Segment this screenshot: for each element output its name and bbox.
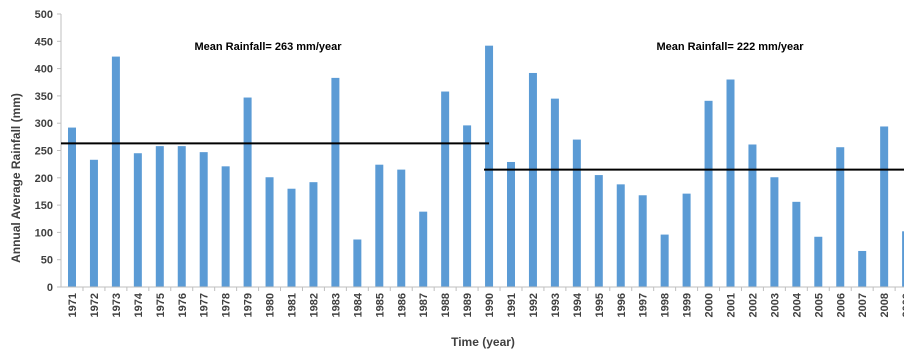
- x-tick-label: 2009: [901, 293, 904, 317]
- x-tick-label: 1973: [111, 293, 123, 317]
- mean-annotation-1: Mean Rainfall= 263 mm/year: [194, 41, 342, 53]
- bar-1981: [287, 188, 296, 287]
- bar-series: [68, 45, 904, 288]
- x-tick-label: 1991: [506, 293, 518, 317]
- bar-1973: [111, 56, 120, 288]
- y-tick-label: 450: [35, 36, 53, 48]
- x-tick-label: 1979: [243, 293, 255, 317]
- x-tick-label: 1987: [418, 293, 430, 317]
- x-axis-ticks: 1971 1972 1973 1974 1975 1976 1977 1978 1979 1980…: [67, 287, 904, 317]
- x-tick-label: 2006: [835, 293, 847, 317]
- bar-2008: [880, 126, 889, 287]
- x-tick-label: 1984: [352, 292, 364, 317]
- y-tick-label: 350: [35, 91, 53, 103]
- x-tick-label: 2001: [726, 293, 738, 317]
- bar-1978: [221, 166, 230, 287]
- x-tick-label: 1994: [572, 292, 584, 317]
- bar-2006: [836, 147, 845, 287]
- bar-2007: [858, 250, 867, 287]
- y-tick-label: 250: [35, 146, 53, 158]
- bar-1980: [265, 177, 274, 287]
- bar-2004: [792, 201, 801, 287]
- bar-1988: [441, 91, 450, 287]
- y-tick-label: 300: [35, 118, 53, 130]
- x-tick-label: 1996: [616, 293, 628, 317]
- x-tick-label: 1975: [155, 293, 167, 317]
- mean-lines: Mean Rainfall= 263 mm/year Mean Rainfall=…: [61, 41, 904, 171]
- x-tick-label: 1995: [594, 293, 606, 317]
- bar-1986: [397, 169, 406, 287]
- bar-1972: [89, 159, 98, 287]
- x-tick-label: 2000: [704, 293, 716, 317]
- bar-2003: [770, 177, 779, 287]
- bar-1987: [419, 211, 428, 287]
- x-tick-label: 1971: [67, 293, 79, 317]
- bar-1995: [594, 175, 603, 287]
- bar-1979: [243, 97, 252, 288]
- x-tick-label: 2003: [769, 293, 781, 317]
- y-tick-label: 0: [47, 282, 53, 294]
- bar-1994: [572, 139, 581, 287]
- x-tick-label: 1990: [484, 293, 496, 317]
- y-tick-label: 200: [35, 173, 53, 185]
- x-tick-label: 1981: [287, 293, 299, 317]
- x-tick-label: 1977: [199, 293, 211, 317]
- y-tick-label: 100: [35, 227, 53, 239]
- bar-2002: [748, 144, 757, 287]
- x-tick-label: 1997: [638, 293, 650, 317]
- mean-annotation-2: Mean Rainfall= 222 mm/year: [656, 41, 804, 53]
- bar-1971: [68, 127, 76, 288]
- bar-1992: [528, 72, 537, 287]
- x-tick-label: 1974: [133, 292, 145, 317]
- bar-1989: [463, 125, 472, 287]
- x-tick-label: 1983: [330, 293, 342, 317]
- bar-2001: [726, 79, 735, 288]
- x-tick-label: 1999: [682, 293, 694, 317]
- bar-1976: [177, 146, 186, 287]
- x-tick-label: 1998: [660, 293, 672, 317]
- x-tick-label: 1986: [396, 293, 408, 317]
- bar-1983: [331, 77, 340, 287]
- x-tick-label: 1982: [308, 293, 320, 317]
- bar-1975: [155, 146, 164, 287]
- x-tick-label: 1978: [221, 293, 233, 317]
- bar-1974: [133, 153, 142, 287]
- bar-1990: [485, 45, 494, 287]
- bar-2009: [902, 231, 904, 287]
- x-tick-label: 1972: [89, 293, 101, 317]
- x-tick-label: 2005: [813, 293, 825, 317]
- x-tick-label: 2004: [791, 292, 803, 317]
- y-axis-ticks: 0 50 100 150 200 250 300 350 400 450 500: [35, 9, 61, 294]
- y-tick-label: 150: [35, 200, 53, 212]
- x-tick-label: 2008: [879, 293, 891, 317]
- x-tick-label: 1988: [440, 293, 452, 317]
- y-tick-label: 500: [35, 9, 53, 21]
- y-tick-label: 50: [41, 255, 53, 267]
- bar-1977: [199, 152, 208, 287]
- x-axis-title: Time (year): [451, 335, 515, 349]
- bar-1991: [507, 161, 515, 287]
- bar-2000: [704, 100, 713, 288]
- y-axis-title: Annual Average Rainfall (mm): [9, 93, 23, 263]
- x-tick-label: 1980: [265, 293, 277, 317]
- bar-1997: [638, 195, 647, 287]
- x-tick-label: 1976: [177, 293, 189, 317]
- x-tick-label: 1985: [374, 293, 386, 317]
- x-tick-label: 2007: [857, 293, 869, 317]
- bar-1998: [660, 234, 669, 287]
- bar-1999: [682, 193, 691, 287]
- bar-1984: [353, 239, 362, 287]
- y-tick-label: 400: [35, 64, 53, 76]
- bar-1982: [309, 182, 318, 287]
- bar-1996: [616, 184, 625, 287]
- bar-2005: [814, 236, 823, 287]
- bar-1985: [375, 164, 384, 287]
- bar-1993: [550, 98, 559, 287]
- x-tick-label: 2002: [747, 293, 759, 317]
- x-tick-label: 1992: [528, 293, 540, 317]
- x-tick-label: 1993: [550, 293, 562, 317]
- x-tick-label: 1989: [462, 293, 474, 317]
